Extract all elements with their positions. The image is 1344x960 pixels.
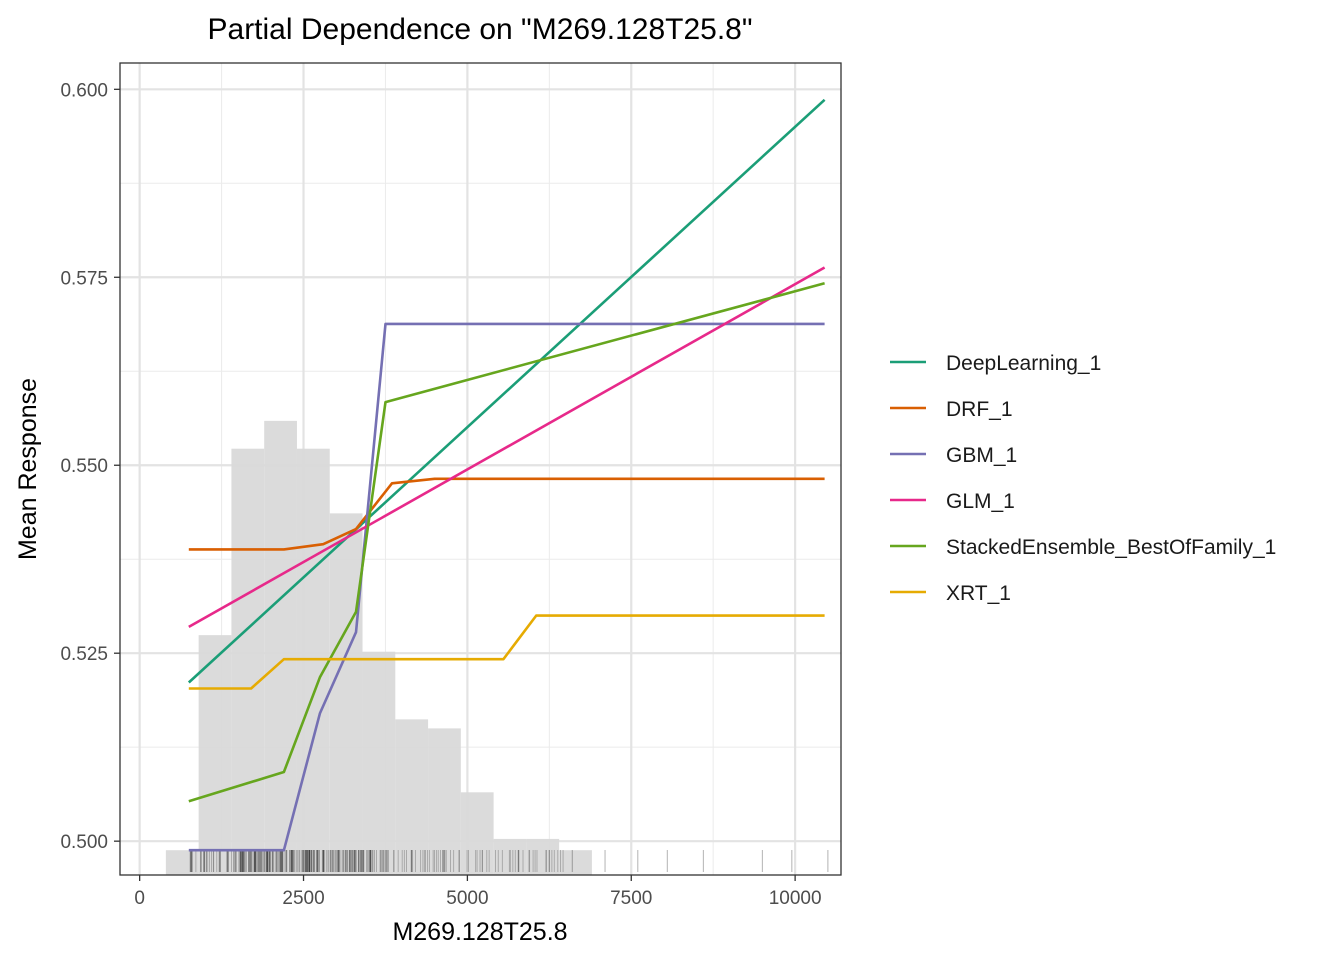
x-tick-label: 2500 <box>282 888 324 909</box>
legend-label: DeepLearning_1 <box>946 352 1101 375</box>
y-tick-label: 0.525 <box>60 644 108 665</box>
histogram-bar <box>362 651 396 875</box>
histogram-bar <box>296 448 330 875</box>
y-tick-label: 0.500 <box>60 832 108 853</box>
y-tick-label: 0.600 <box>60 80 108 101</box>
histogram-bar <box>559 850 592 875</box>
histogram-bar <box>264 420 297 875</box>
histogram-bar <box>231 448 265 875</box>
y-tick-label: 0.550 <box>60 456 108 477</box>
grid-minor <box>120 63 841 875</box>
series-line-DeepLearning_1 <box>187 98 826 684</box>
legend-label: GLM_1 <box>946 490 1015 513</box>
y-axis: 0.500 0.525 0.550 0.575 0.600 <box>60 80 120 853</box>
legend: DeepLearning_1 DRF_1 GBM_1 GLM_1 StackedEnse… <box>890 352 1276 605</box>
legend-label: StackedEnsemble_BestOfFamily_1 <box>946 536 1276 559</box>
histogram-bar <box>329 513 363 875</box>
histogram-bar <box>460 792 494 875</box>
series-line-GBM_1 <box>188 322 825 852</box>
x-tick-label: 5000 <box>446 888 488 909</box>
x-tick-label: 10000 <box>769 888 822 909</box>
series-lines <box>187 98 826 852</box>
y-axis-title: Mean Response <box>14 378 42 560</box>
x-axis-title: M269.128T25.8 <box>392 918 567 946</box>
series-line-DRF_1 <box>188 477 825 551</box>
histogram-bar <box>198 635 232 875</box>
x-axis: 0 2500 5000 7500 10000 <box>134 875 822 909</box>
histogram-bar <box>526 838 560 875</box>
series-line-GLM_1 <box>188 266 826 629</box>
series-line-StackedEnsemble_BestOfFamily_1 <box>188 282 825 803</box>
series-line-XRT_1 <box>188 614 825 690</box>
histogram-bar <box>165 850 199 875</box>
legend-label: XRT_1 <box>946 582 1011 605</box>
histogram-bar <box>493 838 527 875</box>
y-tick-label: 0.575 <box>60 268 108 289</box>
histogram-bar <box>395 719 429 875</box>
panel-border <box>119 62 842 876</box>
x-tick-label: 0 <box>134 888 145 909</box>
chart-title: Partial Dependence on "M269.128T25.8" <box>208 13 753 46</box>
histogram-bar <box>428 728 461 875</box>
x-tick-label: 7500 <box>610 888 652 909</box>
histogram <box>165 420 592 875</box>
legend-label: DRF_1 <box>946 398 1013 421</box>
rug <box>189 850 829 872</box>
legend-label: GBM_1 <box>946 444 1017 467</box>
